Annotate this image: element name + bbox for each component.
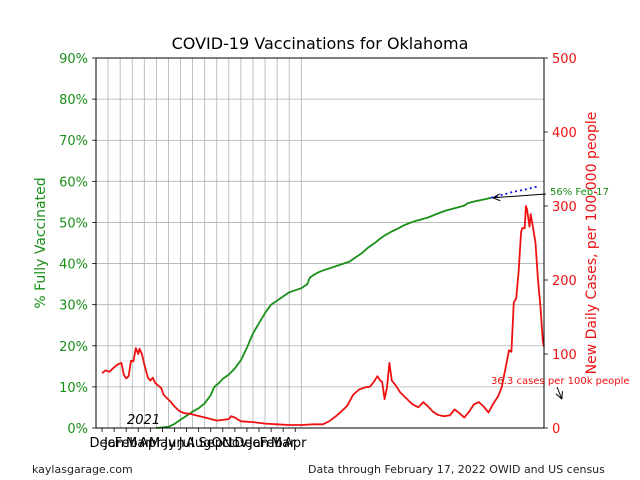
left-tick-label: 90% [59,52,88,67]
x-tick-label: Feb [115,436,138,451]
chart-title: COVID-19 Vaccinations for Oklahoma [172,34,469,53]
left-tick-label: 20% [59,340,88,355]
right-tick-label: 500 [552,52,577,67]
left-tick-label: 50% [59,216,88,231]
x-tick-label: Apr [139,436,162,451]
vaccinated-annotation-text: 56% Feb 17 [550,187,609,198]
x-tick-label: Jun [163,436,184,451]
cases-annotation-text: 36.3 cases per 100k people [491,376,630,387]
x-tick-label: Apr [284,436,307,451]
x-tick-label: Nov [222,436,248,451]
vaccinated-annotation-arrow [492,193,547,199]
series-layer [101,185,545,429]
left-tick-label: 40% [59,258,88,273]
left-tick-label: 30% [59,299,88,314]
cases-line [101,205,545,426]
annotations: 56% Feb 17 36.3 cases per 100k people [491,187,630,400]
x-tick-label: Dec [234,436,259,451]
x-tick-label: May [149,436,176,451]
x-tick-label: Mar [126,436,151,451]
right-axis: 0 100 200 300 400 500 [544,52,577,437]
footer-site: kaylasgarage.com [32,463,133,476]
left-tick-label: 10% [59,381,88,396]
right-tick-label: 100 [552,348,577,363]
x-tick-label: Jan [103,436,124,451]
x-tick-label: Jul [178,436,195,451]
left-tick-label: 80% [59,93,88,108]
cases-annotation-arrowhead [555,391,563,400]
x-tick-label: Aug [186,436,211,451]
cases-annotation-arrow [556,386,563,400]
left-tick-label: 70% [59,134,88,149]
x-tick-label: Dec [89,436,114,451]
vaccinated-annotation-arrowhead [492,193,501,202]
x-tick-label: Mar [271,436,296,451]
right-tick-label: 0 [552,422,560,437]
x-tick-label: Jan [248,436,269,451]
grid-lines [96,58,544,428]
right-tick-label: 400 [552,126,577,141]
right-tick-label: 200 [552,274,577,289]
x-axis: DecJanFebMarAprMayJunJulAugSepOctNovDecJ… [89,428,307,451]
vaccinated-projection-line [490,185,538,199]
vaccinated-line [156,196,492,429]
right-axis-label: New Daily Cases, per 100,000 people [584,112,600,375]
x-tick-label: Sep [198,436,223,451]
left-axis: 0% 10% 20% 30% 40% 50% 60% 70% 80% 90% [59,52,96,437]
left-tick-label: 60% [59,175,88,190]
year-label: 2021 [127,413,160,428]
x-tick-label: Oct [212,436,234,451]
plot-frame [95,57,545,429]
footer-source: Data through February 17, 2022 OWID and … [308,463,605,476]
left-axis-label: % Fully Vaccinated [33,177,49,308]
left-tick-label: 0% [67,422,88,437]
x-tick-label: Feb [260,436,283,451]
right-tick-label: 300 [552,200,577,215]
